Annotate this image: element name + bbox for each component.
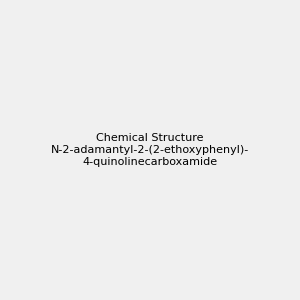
Text: Chemical Structure
N-2-adamantyl-2-(2-ethoxyphenyl)-
4-quinolinecarboxamide: Chemical Structure N-2-adamantyl-2-(2-et…	[51, 134, 249, 166]
